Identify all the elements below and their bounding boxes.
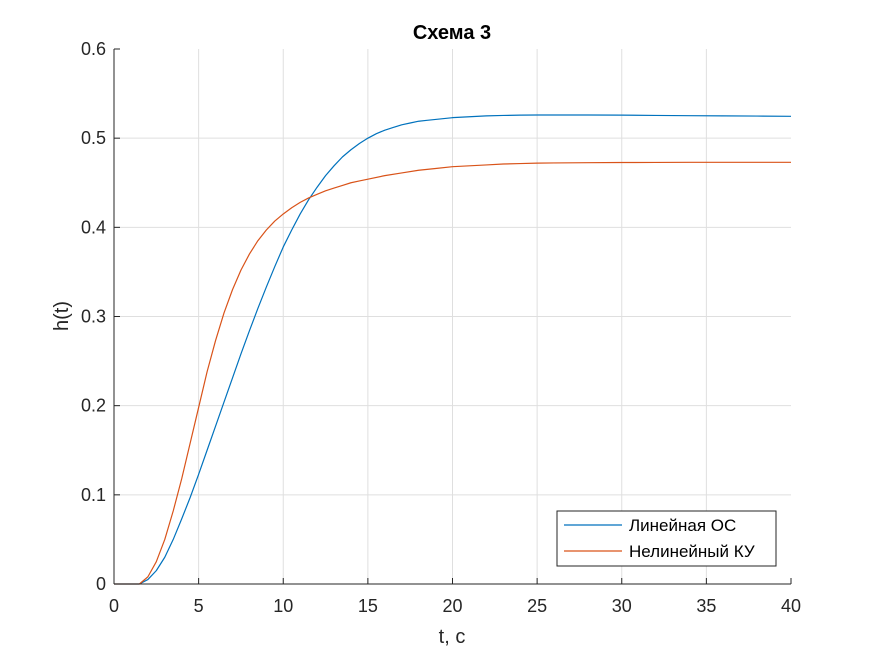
x-tick-label: 30: [612, 596, 632, 616]
x-tick-label: 35: [696, 596, 716, 616]
ticks-layer: 0 5 10 15 20 25 30 35 40 0 0.1 0.2 0.3 0.4 0.5 0.6: [81, 39, 801, 616]
x-tick-label: 15: [358, 596, 378, 616]
legend-label-nonlinear: Нелинейный КУ: [629, 542, 755, 561]
legend[interactable]: Линейная ОС Нелинейный КУ: [556, 510, 777, 567]
y-tick-label: 0: [96, 574, 106, 594]
x-tick-label: 5: [194, 596, 204, 616]
series-line-0: [114, 114, 792, 585]
legend-box: [556, 510, 777, 567]
series-layer: [114, 114, 792, 585]
y-axis-label: h(t): [51, 301, 73, 331]
x-axis-label: t, с: [439, 626, 466, 648]
x-tick-label: 40: [781, 596, 801, 616]
legend-label-linear: Линейная ОС: [629, 516, 736, 535]
x-tick-label: 25: [527, 596, 547, 616]
x-tick-label: 0: [109, 596, 119, 616]
y-tick-label: 0.4: [81, 217, 106, 237]
x-tick-label: 20: [442, 596, 462, 616]
y-tick-label: 0.2: [81, 396, 106, 416]
y-tick-label: 0.1: [81, 485, 106, 505]
x-tick-label: 10: [273, 596, 293, 616]
series-line-1: [114, 161, 791, 585]
y-tick-label: 0.6: [81, 39, 106, 59]
chart-title: Схема 3: [413, 22, 491, 44]
y-tick-label: 0.5: [81, 128, 106, 148]
y-tick-label: 0.3: [81, 307, 106, 327]
